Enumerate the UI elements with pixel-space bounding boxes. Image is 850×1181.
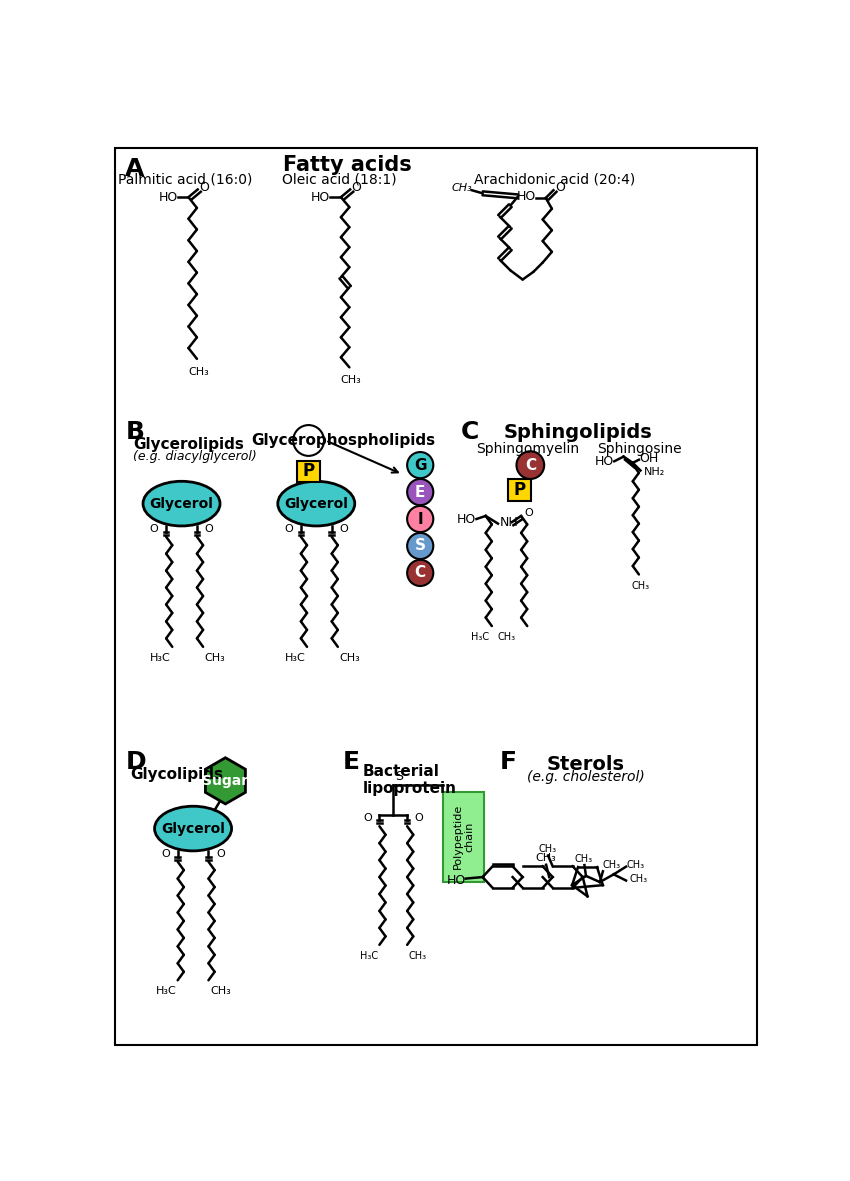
Text: CH₃: CH₃ [629, 874, 647, 885]
Text: E: E [343, 750, 360, 774]
Circle shape [293, 425, 324, 456]
Text: O: O [415, 813, 423, 823]
Text: B: B [125, 420, 144, 444]
Text: NH: NH [500, 516, 518, 529]
Text: S: S [394, 770, 403, 783]
Text: P: P [303, 462, 314, 481]
Text: O: O [363, 813, 371, 823]
Text: F: F [500, 750, 517, 774]
Ellipse shape [278, 482, 354, 526]
Text: G: G [414, 457, 427, 472]
Text: O: O [524, 508, 533, 517]
Text: D: D [125, 750, 146, 774]
Text: Palmitic acid (16:0): Palmitic acid (16:0) [118, 172, 252, 187]
Text: Glycerol: Glycerol [150, 497, 213, 510]
Text: O: O [352, 181, 361, 194]
Text: Glycerol: Glycerol [162, 822, 225, 836]
Text: NH₂: NH₂ [643, 466, 665, 477]
Text: O: O [162, 849, 170, 859]
Text: CH₃: CH₃ [205, 653, 225, 663]
FancyBboxPatch shape [297, 461, 320, 482]
Text: O: O [150, 524, 158, 534]
Circle shape [407, 479, 434, 505]
Text: CH₃: CH₃ [451, 183, 472, 193]
Text: Glycerophospholipids: Glycerophospholipids [251, 432, 435, 448]
Text: CH₃: CH₃ [341, 376, 361, 385]
Circle shape [407, 505, 434, 533]
Text: S: S [415, 539, 426, 554]
Text: CH₃: CH₃ [538, 844, 557, 854]
Text: C: C [415, 566, 426, 580]
Text: CH₃: CH₃ [632, 581, 649, 590]
Circle shape [517, 451, 544, 479]
Text: C: C [461, 420, 479, 444]
Text: A: A [125, 157, 144, 181]
Text: Sphingolipids: Sphingolipids [504, 423, 653, 442]
Text: HO: HO [518, 190, 536, 203]
Text: H₃C: H₃C [471, 632, 489, 642]
Text: (e.g. cholesterol): (e.g. cholesterol) [527, 770, 644, 784]
Text: O: O [216, 849, 225, 859]
Text: Fatty acids: Fatty acids [283, 155, 411, 175]
Text: HO: HO [595, 455, 615, 468]
Text: CH₃: CH₃ [603, 860, 621, 869]
Text: O: O [205, 524, 213, 534]
Text: HO: HO [311, 190, 330, 203]
Text: Polypeptide
chain: Polypeptide chain [452, 804, 474, 869]
Text: Sphingomyelin: Sphingomyelin [477, 442, 580, 456]
Text: CH₃: CH₃ [498, 632, 516, 642]
Circle shape [407, 452, 434, 478]
Text: CH₃: CH₃ [188, 366, 209, 377]
Text: O: O [339, 524, 348, 534]
Circle shape [407, 533, 434, 559]
Polygon shape [206, 758, 246, 804]
Text: C: C [524, 457, 536, 472]
Text: Sterols: Sterols [547, 755, 625, 774]
Text: Arachidonic acid (20:4): Arachidonic acid (20:4) [474, 172, 636, 187]
Text: CH₃: CH₃ [210, 986, 230, 997]
Text: HO: HO [446, 874, 466, 887]
Text: E: E [415, 484, 425, 500]
Text: I: I [417, 511, 423, 527]
Text: Sphingosine: Sphingosine [598, 442, 682, 456]
Text: H₃C: H₃C [285, 653, 305, 663]
Ellipse shape [155, 807, 231, 850]
Text: H₃C: H₃C [156, 986, 176, 997]
Text: O: O [285, 524, 293, 534]
FancyBboxPatch shape [508, 479, 531, 501]
Text: OH: OH [639, 451, 658, 464]
Text: P: P [513, 481, 525, 498]
Text: O: O [199, 181, 209, 194]
Ellipse shape [143, 482, 220, 526]
Text: CH₃: CH₃ [535, 853, 556, 863]
Circle shape [407, 560, 434, 586]
Text: Sugar: Sugar [202, 774, 248, 788]
Text: H₃C: H₃C [150, 653, 171, 663]
Text: CH₃: CH₃ [409, 951, 427, 961]
Text: HO: HO [457, 513, 477, 526]
Text: Bacterial
lipoprotein: Bacterial lipoprotein [362, 764, 456, 796]
Text: Oleic acid (18:1): Oleic acid (18:1) [282, 172, 397, 187]
Text: H₃C: H₃C [360, 951, 378, 961]
Text: Glycerol: Glycerol [285, 497, 348, 510]
Text: CH₃: CH₃ [626, 860, 645, 870]
Text: Glycolipids: Glycolipids [130, 766, 223, 782]
Text: (e.g. diacylglycerol): (e.g. diacylglycerol) [133, 450, 257, 463]
FancyBboxPatch shape [443, 791, 484, 882]
Text: CH₃: CH₃ [339, 653, 360, 663]
Text: Glycerolipids: Glycerolipids [133, 437, 244, 452]
Text: HO: HO [158, 190, 178, 203]
Text: O: O [555, 181, 565, 194]
Text: CH₃: CH₃ [575, 854, 592, 863]
